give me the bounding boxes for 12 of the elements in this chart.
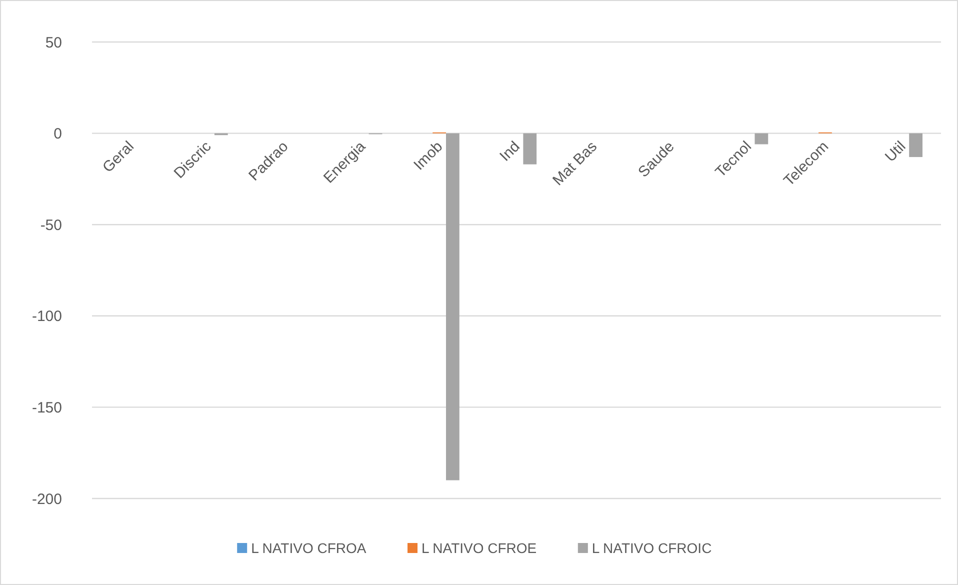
y-tick-label: 50	[45, 34, 62, 52]
y-tick-label: -150	[32, 399, 62, 416]
y-tick-label: 0	[54, 126, 62, 143]
x-tick-label: Ind	[496, 138, 524, 165]
y-tick-label: -100	[32, 308, 62, 326]
x-tick-label: Util	[882, 138, 910, 166]
x-tick-label: Mat Bas	[550, 138, 601, 190]
legend-label: L NATIVO CFROIC	[592, 540, 712, 556]
y-tick-label: -200	[32, 490, 62, 508]
y-tick-label: -50	[40, 216, 62, 234]
legend-label: L NATIVO CFROA	[251, 540, 367, 556]
legend-label: L NATIVO CFROE	[422, 540, 537, 556]
